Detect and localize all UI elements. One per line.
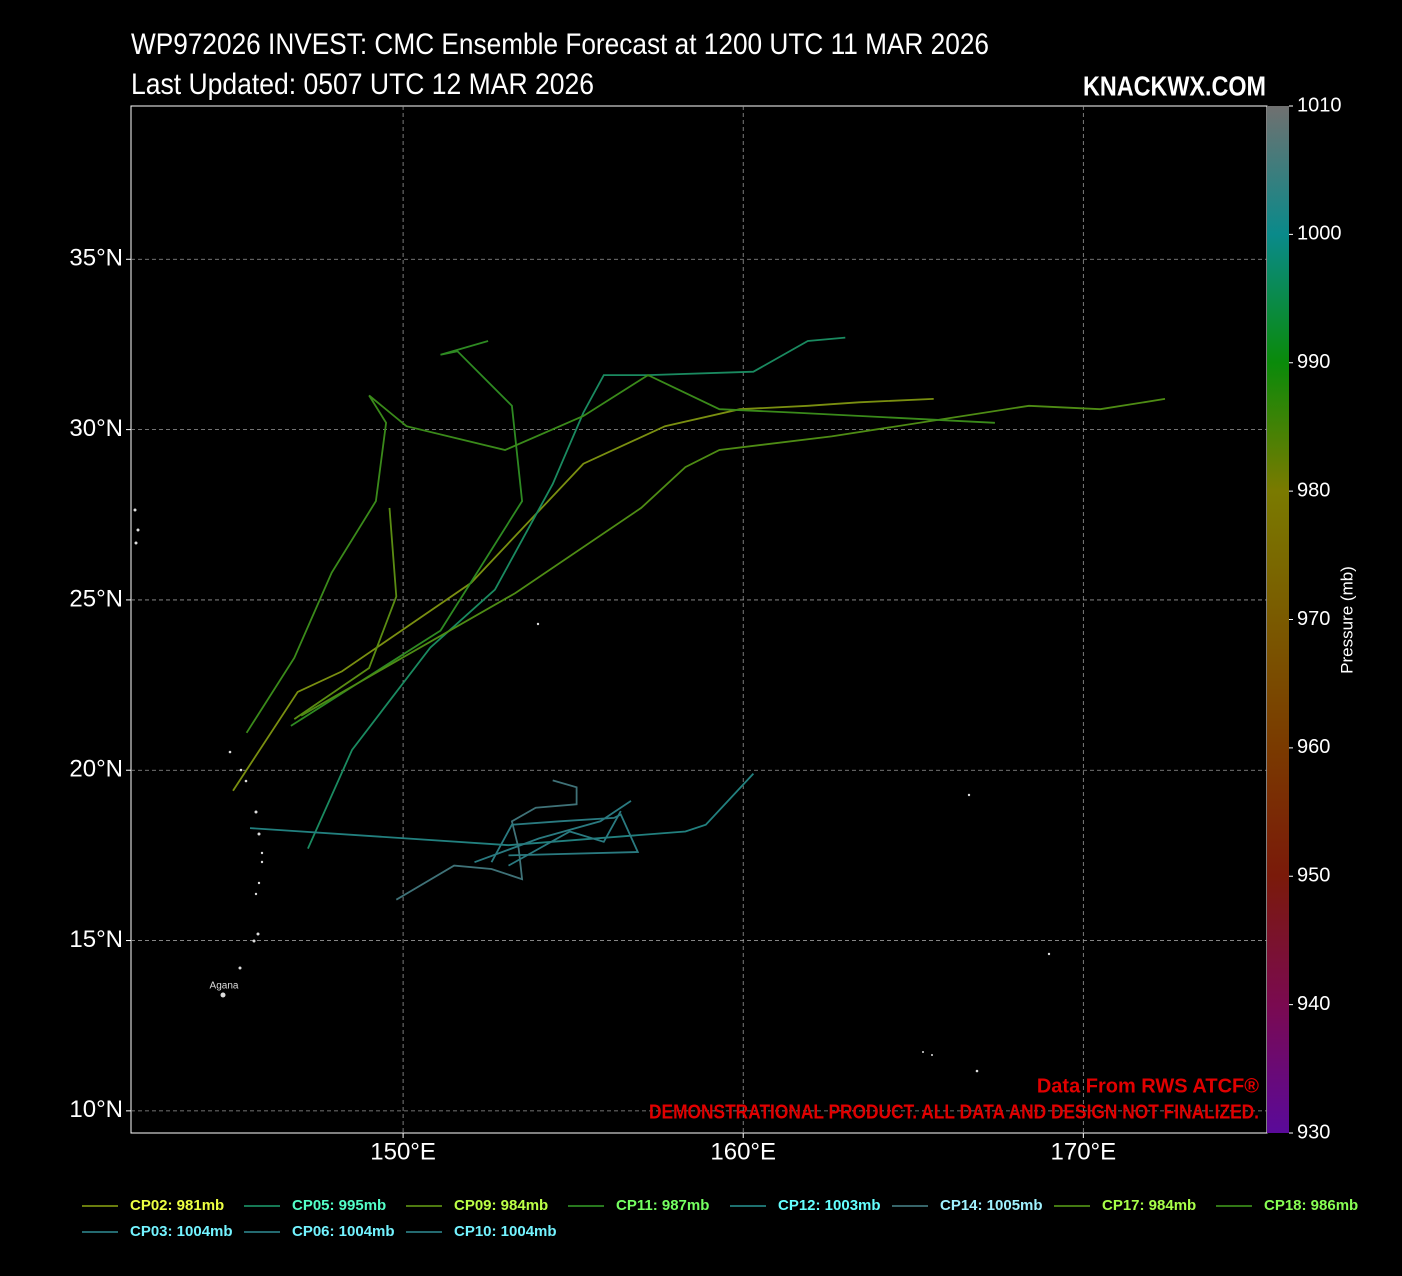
y-tick-label: 35°N (69, 245, 123, 272)
brand: KNACKWX.COM (1083, 70, 1266, 101)
track-line (490, 813, 640, 863)
colorbar-tick-label: 1010 (1297, 94, 1342, 116)
track-line (508, 810, 622, 867)
track-line (300, 398, 1166, 717)
colorbar-tick-label: 930 (1297, 1121, 1330, 1143)
chart-subtitle: Last Updated: 0507 UTC 12 MAR 2026 (131, 68, 594, 101)
colorbar (1267, 106, 1289, 1133)
track-line (249, 772, 755, 847)
colorbar-tick-label: 940 (1297, 993, 1330, 1015)
legend-label: CP11: 987mb (616, 1197, 709, 1214)
y-tick-label: 10°N (69, 1096, 123, 1123)
colorbar-label: Pressure (mb) (1337, 566, 1356, 674)
place-label: Agana (210, 981, 239, 992)
legend-label: CP06: 1004mb (292, 1223, 395, 1240)
legend-label: CP10: 1004mb (454, 1223, 557, 1240)
legend-label: CP17: 984mb (1102, 1197, 1196, 1214)
y-tick-label: 15°N (69, 926, 123, 953)
track-line (293, 507, 398, 720)
colorbar-tick-label: 960 (1297, 736, 1330, 758)
legend-label: CP12: 1003mb (778, 1197, 881, 1214)
legend-label: CP02: 981mb (130, 1197, 224, 1214)
y-tick-label: 25°N (69, 585, 123, 612)
legend-label: CP03: 1004mb (130, 1223, 233, 1240)
x-tick-label: 170°E (1051, 1138, 1117, 1165)
colorbar-tick-label: 950 (1297, 865, 1330, 887)
source-note: Data From RWS ATCF® (1037, 1075, 1259, 1097)
disclaimer: DEMONSTRATIONAL PRODUCT. ALL DATA AND DE… (649, 1101, 1259, 1123)
x-tick-label: 150°E (370, 1138, 436, 1165)
legend-label: CP18: 986mb (1264, 1197, 1358, 1214)
chart-title: WP972026 INVEST: CMC Ensemble Forecast a… (131, 28, 989, 61)
grid (131, 106, 1267, 1133)
plot-frame (130, 105, 1268, 1134)
y-tick-label: 20°N (69, 756, 123, 783)
track-line (232, 398, 934, 792)
legend-label: CP05: 995mb (292, 1197, 386, 1214)
track-line (395, 779, 578, 901)
legend-label: CP09: 984mb (454, 1197, 548, 1214)
track-line (290, 340, 524, 727)
colorbar-tick-label: 990 (1297, 351, 1330, 373)
track-line (245, 374, 995, 734)
colorbar-tick-label: 980 (1297, 479, 1330, 501)
tracks (232, 336, 1166, 901)
plot-area (130, 105, 1268, 1134)
y-tick-label: 30°N (69, 415, 123, 442)
x-tick-label: 160°E (710, 1138, 776, 1165)
track-line (474, 800, 632, 864)
islands (133, 508, 1051, 1073)
legend-label: CP14: 1005mb (940, 1197, 1043, 1214)
colorbar-tick-label: 970 (1297, 608, 1330, 630)
colorbar-tick-label: 1000 (1297, 223, 1342, 245)
track-line (307, 336, 846, 849)
